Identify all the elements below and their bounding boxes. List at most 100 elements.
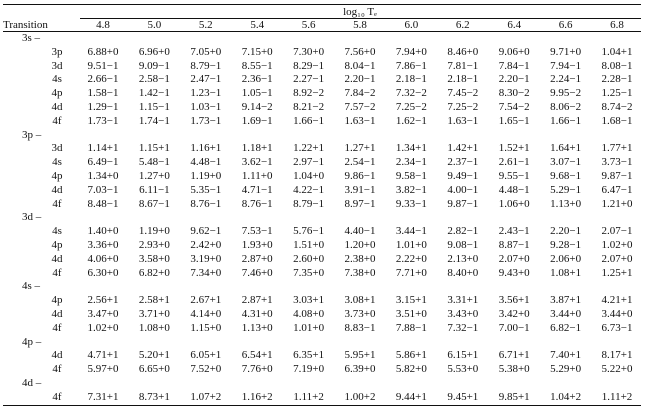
group-label: 3s – xyxy=(22,32,41,44)
cell: 7.05+0 xyxy=(190,45,222,58)
row-label: 4f xyxy=(52,197,62,210)
cell: 2.42+0 xyxy=(190,239,222,251)
cell: 4.40−1 xyxy=(344,225,376,238)
cell: 1.19+0 xyxy=(190,170,222,182)
cell: 7.25−2 xyxy=(395,101,427,113)
cell: 2.43−1 xyxy=(498,225,530,238)
cell: 1.22+1 xyxy=(293,142,325,155)
cell: 1.11+2 xyxy=(293,390,324,403)
cell: 1.34+0 xyxy=(87,170,119,182)
cell: 1.52+1 xyxy=(498,142,530,155)
cell: 6.49−1 xyxy=(87,156,119,169)
cell: 9.95−2 xyxy=(550,87,582,100)
cell: 9.55−1 xyxy=(498,170,530,182)
cell: 3.44−1 xyxy=(395,225,427,238)
cell: 3.44+0 xyxy=(550,308,582,320)
cell: 8.83−1 xyxy=(344,321,376,334)
cell: 6.30+0 xyxy=(87,266,119,279)
row-label: 4f xyxy=(52,114,62,127)
cell: 1.03−1 xyxy=(190,101,222,113)
cell: 2.07−1 xyxy=(601,225,633,238)
cell: 1.42+1 xyxy=(447,142,479,155)
row-label: 4d xyxy=(51,349,63,362)
cell: 6.35+1 xyxy=(293,349,325,362)
cell: 5.35−1 xyxy=(190,183,222,196)
cell: 4.08+0 xyxy=(293,308,325,320)
column-header: 6.4 xyxy=(507,19,522,31)
cell: 2.20−1 xyxy=(344,73,376,86)
cell: 1.14+1 xyxy=(87,142,119,155)
cell: 1.02+0 xyxy=(87,321,119,334)
cell: 3.03+1 xyxy=(293,294,325,307)
cell: 1.77+1 xyxy=(601,142,633,155)
cell: 2.27−1 xyxy=(293,73,325,86)
cell: 8.73+1 xyxy=(138,390,170,403)
cell: 2.60+0 xyxy=(293,252,325,265)
cell: 1.65−1 xyxy=(498,114,530,127)
cell: 1.07+2 xyxy=(190,390,222,403)
column-header: 5.6 xyxy=(301,19,316,31)
cell: 3.31+1 xyxy=(447,294,479,307)
cell: 6.88+0 xyxy=(87,45,119,58)
cell: 2.20−1 xyxy=(498,73,530,86)
cell: 1.66−1 xyxy=(550,114,582,127)
cell: 5.22+0 xyxy=(601,363,633,376)
cell: 3.42+0 xyxy=(498,308,530,320)
cell: 9.87−1 xyxy=(447,197,479,210)
cell: 5.38+0 xyxy=(498,363,530,376)
cell: 1.64+1 xyxy=(550,142,582,155)
cell: 4.14+0 xyxy=(190,308,222,320)
cell: 7.35+0 xyxy=(293,266,325,279)
cell: 9.85+1 xyxy=(498,390,530,403)
cell: 3.51+0 xyxy=(395,308,427,320)
cell: 5.97+0 xyxy=(87,363,119,376)
cell: 9.28−1 xyxy=(550,239,582,251)
cell: 2.56+1 xyxy=(87,294,119,307)
group-label: 4s – xyxy=(22,280,41,293)
cell: 7.34+0 xyxy=(190,266,222,279)
row-label: 4p xyxy=(51,239,63,251)
cell: 1.15−1 xyxy=(138,101,170,113)
cell: 7.81−1 xyxy=(447,59,479,72)
cell: 2.93+0 xyxy=(138,239,170,251)
group-label: 4d – xyxy=(22,377,42,389)
cell: 6.11−1 xyxy=(139,183,170,196)
cell: 8.76−1 xyxy=(190,197,222,210)
cell: 7.38+0 xyxy=(344,266,376,279)
cell: 7.32−1 xyxy=(447,321,479,334)
cell: 5.82+0 xyxy=(395,363,427,376)
cell: 1.06+0 xyxy=(498,197,530,210)
cell: 8.48−1 xyxy=(87,197,119,210)
cell: 8.74−2 xyxy=(601,101,633,113)
cell: 1.25+1 xyxy=(601,266,633,279)
cell: 1.13+0 xyxy=(241,321,273,334)
cell: 8.55−1 xyxy=(241,59,273,72)
cell: 1.73−1 xyxy=(190,114,222,127)
cell: 1.05−1 xyxy=(241,87,273,100)
cell: 1.02+0 xyxy=(601,239,633,251)
cell: 7.57−2 xyxy=(344,101,376,113)
cell: 9.45+1 xyxy=(447,390,479,403)
cell: 4.06+0 xyxy=(87,252,119,265)
cell: 7.00−1 xyxy=(498,321,530,334)
cell: 6.71+1 xyxy=(498,349,530,362)
cell: 2.67+1 xyxy=(190,294,222,307)
cell: 1.15+1 xyxy=(138,142,170,155)
column-header: 5.8 xyxy=(353,19,367,31)
cell: 9.44+1 xyxy=(395,390,427,403)
cell: 7.88−1 xyxy=(395,321,427,334)
cell: 2.20−1 xyxy=(550,225,582,238)
cell: 1.62−1 xyxy=(395,114,427,127)
group-label: 3d – xyxy=(22,211,42,224)
cell: 1.19+0 xyxy=(138,225,170,238)
row-label: 4s xyxy=(52,156,62,169)
cell: 1.73−1 xyxy=(87,114,119,127)
column-header: 4.8 xyxy=(96,19,110,31)
row-label: 4s xyxy=(52,225,62,238)
cell: 7.76+0 xyxy=(241,363,273,376)
cell: 1.04+1 xyxy=(601,45,633,58)
group-label: 3p – xyxy=(22,128,42,141)
cell: 5.53+0 xyxy=(447,363,479,376)
row-label: 4d xyxy=(51,252,63,265)
